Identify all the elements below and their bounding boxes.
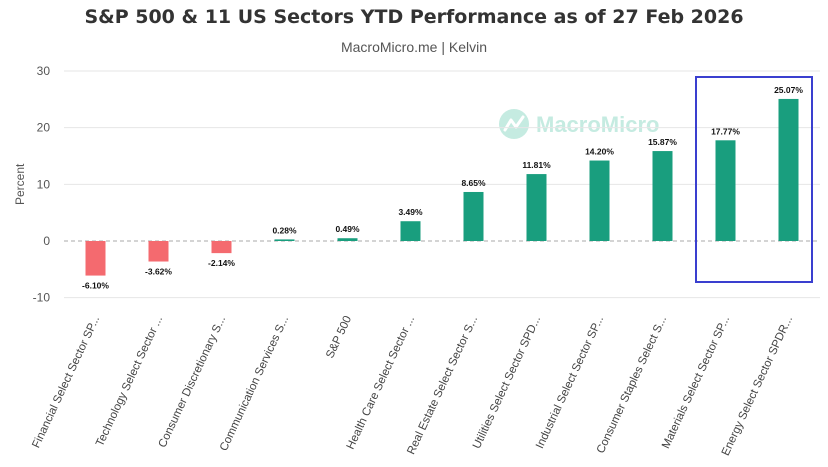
- x-tick-label: Financial Select Sector SP...: [30, 314, 102, 450]
- data-label: -6.10%: [82, 281, 109, 291]
- x-tick-label: Technology Select Sector ...: [94, 314, 165, 448]
- data-label: 11.81%: [522, 160, 551, 170]
- data-label: -3.62%: [145, 267, 172, 277]
- x-tick-label: Materials Select Sector SP...: [660, 314, 732, 450]
- grid-lines: [64, 71, 820, 298]
- x-tick-label: Industrial Select Sector SP...: [534, 314, 606, 450]
- data-label: 0.28%: [272, 225, 297, 235]
- bars: [86, 99, 799, 276]
- x-tick-label: Energy Select Sector SPDR...: [720, 314, 795, 458]
- bar[interactable]: [212, 241, 232, 253]
- data-label: 0.49%: [335, 224, 360, 234]
- data-label: -2.14%: [208, 258, 235, 268]
- bar[interactable]: [590, 161, 610, 241]
- x-tick-label: Communication Services S...: [218, 314, 291, 453]
- bar[interactable]: [401, 221, 421, 241]
- data-label: 8.65%: [461, 178, 486, 188]
- y-tick-label: 20: [37, 121, 51, 135]
- bar[interactable]: [716, 140, 736, 241]
- y-tick-label: 0: [43, 234, 50, 248]
- bar[interactable]: [275, 239, 295, 241]
- macromicro-logo-icon: [499, 109, 529, 139]
- y-tick-label: 10: [37, 177, 51, 191]
- bar[interactable]: [86, 241, 106, 276]
- x-tick-label: Utilities Select Sector SPD...: [471, 314, 543, 451]
- data-label: 25.07%: [774, 85, 803, 95]
- y-tick-label: -10: [33, 291, 51, 305]
- data-label: 17.77%: [711, 126, 740, 136]
- bar[interactable]: [464, 192, 484, 241]
- bar[interactable]: [527, 174, 547, 241]
- data-label: 14.20%: [585, 147, 614, 157]
- x-tick-label: Consumer Staples Select S...: [595, 314, 669, 455]
- watermark-text: MacroMicro: [536, 112, 659, 137]
- bar[interactable]: [653, 151, 673, 241]
- bar[interactable]: [338, 238, 358, 241]
- x-tick-label: Health Care Select Sector ...: [345, 314, 417, 451]
- y-axis: -10 0 10 20 30 Percent: [13, 64, 50, 305]
- bar[interactable]: [779, 99, 799, 241]
- watermark: MacroMicro: [499, 109, 659, 139]
- bar[interactable]: [149, 241, 169, 262]
- x-tick-label: Real Estate Select Sector S...: [405, 314, 480, 456]
- x-tick-label: Consumer Discretionary S...: [157, 314, 229, 449]
- y-axis-label: Percent: [13, 163, 27, 205]
- x-tick-label: S&P 500: [324, 314, 354, 360]
- y-tick-label: 30: [37, 64, 51, 78]
- x-axis: Financial Select Sector SP...Technology …: [30, 314, 795, 458]
- bar-chart: MacroMicro -10 0 10 20 30 Percent -6.10% -3.62…: [0, 0, 828, 467]
- data-label: 15.87%: [648, 137, 677, 147]
- data-label: 3.49%: [398, 207, 423, 217]
